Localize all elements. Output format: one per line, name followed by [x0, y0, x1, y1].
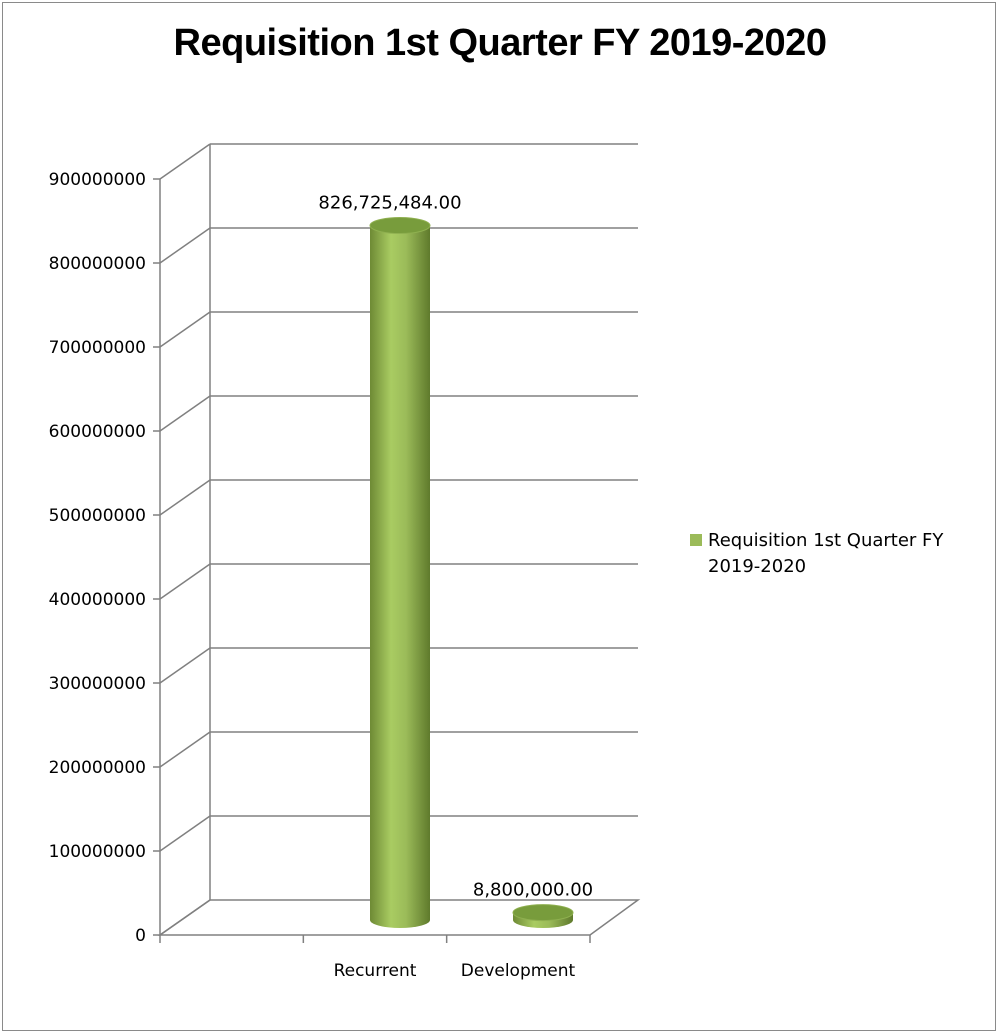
gridline-side: [159, 143, 211, 180]
gridline-side: [159, 731, 211, 768]
y-tick-label: 200000000: [49, 758, 146, 778]
y-tick-label: 300000000: [49, 674, 146, 694]
bar-recurrent: [369, 217, 431, 928]
legend: Requisition 1st Quarter FY 2019-2020: [690, 528, 990, 580]
gridline-side: [159, 563, 211, 600]
chart-title: Requisition 1st Quarter FY 2019-2020: [173, 22, 827, 64]
y-tick-label: 800000000: [49, 254, 146, 274]
y-tick-label: 600000000: [49, 422, 146, 442]
axis-layer: 0 100000000 200000000 300000000 400000000 500…: [49, 144, 641, 946]
y-tick-label: 900000000: [49, 170, 146, 190]
gridline-side: [159, 815, 211, 852]
gridline-side: [159, 227, 211, 264]
legend-entry-label: Requisition 1st Quarter FY 2019-2020: [708, 530, 944, 577]
legend-swatch: [690, 534, 702, 546]
gridline-side: [159, 311, 211, 348]
bar-top: [512, 904, 574, 922]
y-tick-label: 700000000: [49, 338, 146, 358]
y-tick-label: 0: [135, 926, 146, 946]
bar-body: [370, 225, 430, 920]
x-tick-label: Development: [461, 961, 576, 981]
data-label: 826,725,484.00: [318, 193, 461, 214]
label-layer: 826,725,484.00 Recurrent 8,800,000.00 Devel…: [318, 193, 593, 981]
bar-layer: [369, 217, 574, 928]
y-tick-label: 400000000: [49, 590, 146, 610]
gridline-side: [159, 479, 211, 516]
data-label: 8,800,000.00: [473, 880, 593, 901]
y-tick-label: 500000000: [49, 506, 146, 526]
y-tick-label: 100000000: [49, 842, 146, 862]
gridline-side: [159, 395, 211, 432]
bar-development: [512, 904, 574, 928]
bar-top: [369, 217, 431, 235]
gridline-side: [159, 647, 211, 684]
x-tick-label: Recurrent: [334, 961, 417, 981]
bar-base: [370, 912, 430, 928]
